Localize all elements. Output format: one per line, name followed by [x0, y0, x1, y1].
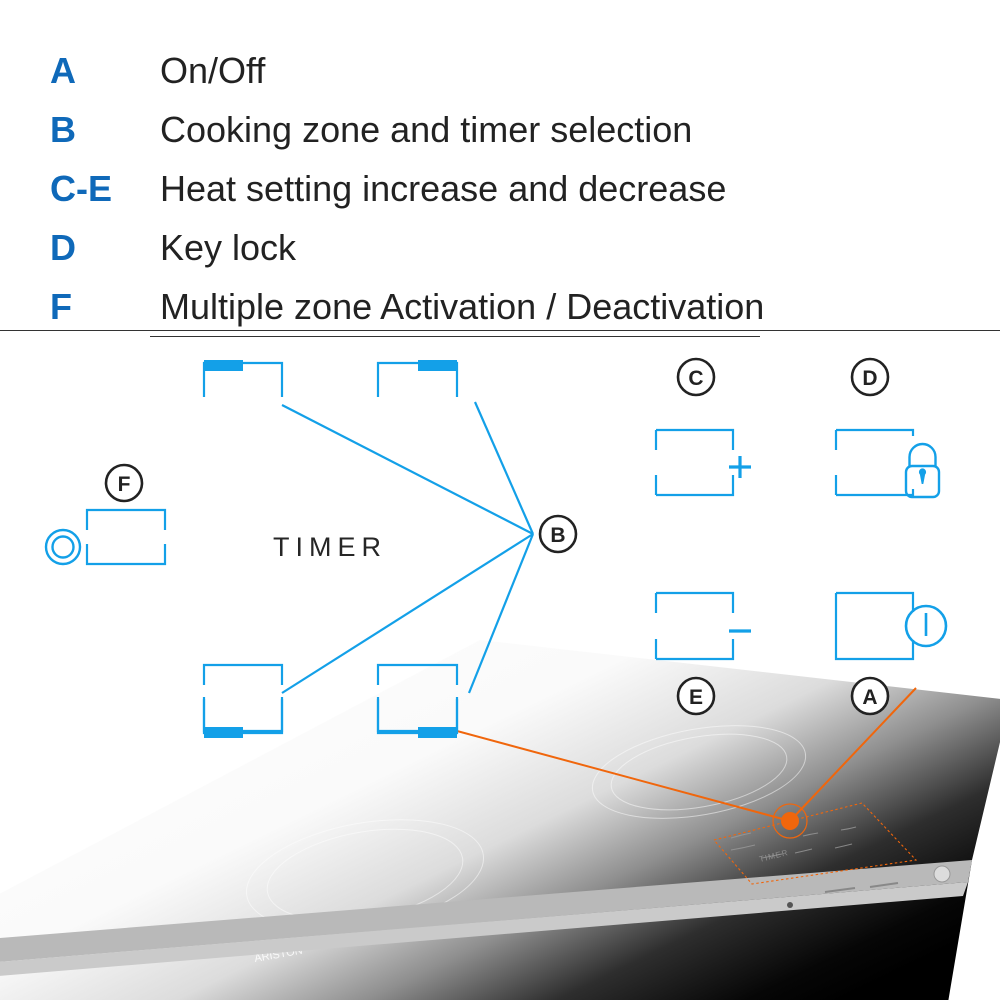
- svg-text:B: B: [550, 524, 565, 547]
- svg-text:A: A: [862, 686, 877, 709]
- svg-text:C: C: [688, 367, 703, 390]
- svg-text:F: F: [118, 473, 131, 496]
- svg-text:E: E: [689, 686, 703, 709]
- svg-text:D: D: [862, 367, 877, 390]
- svg-text:TIMER: TIMER: [273, 532, 387, 562]
